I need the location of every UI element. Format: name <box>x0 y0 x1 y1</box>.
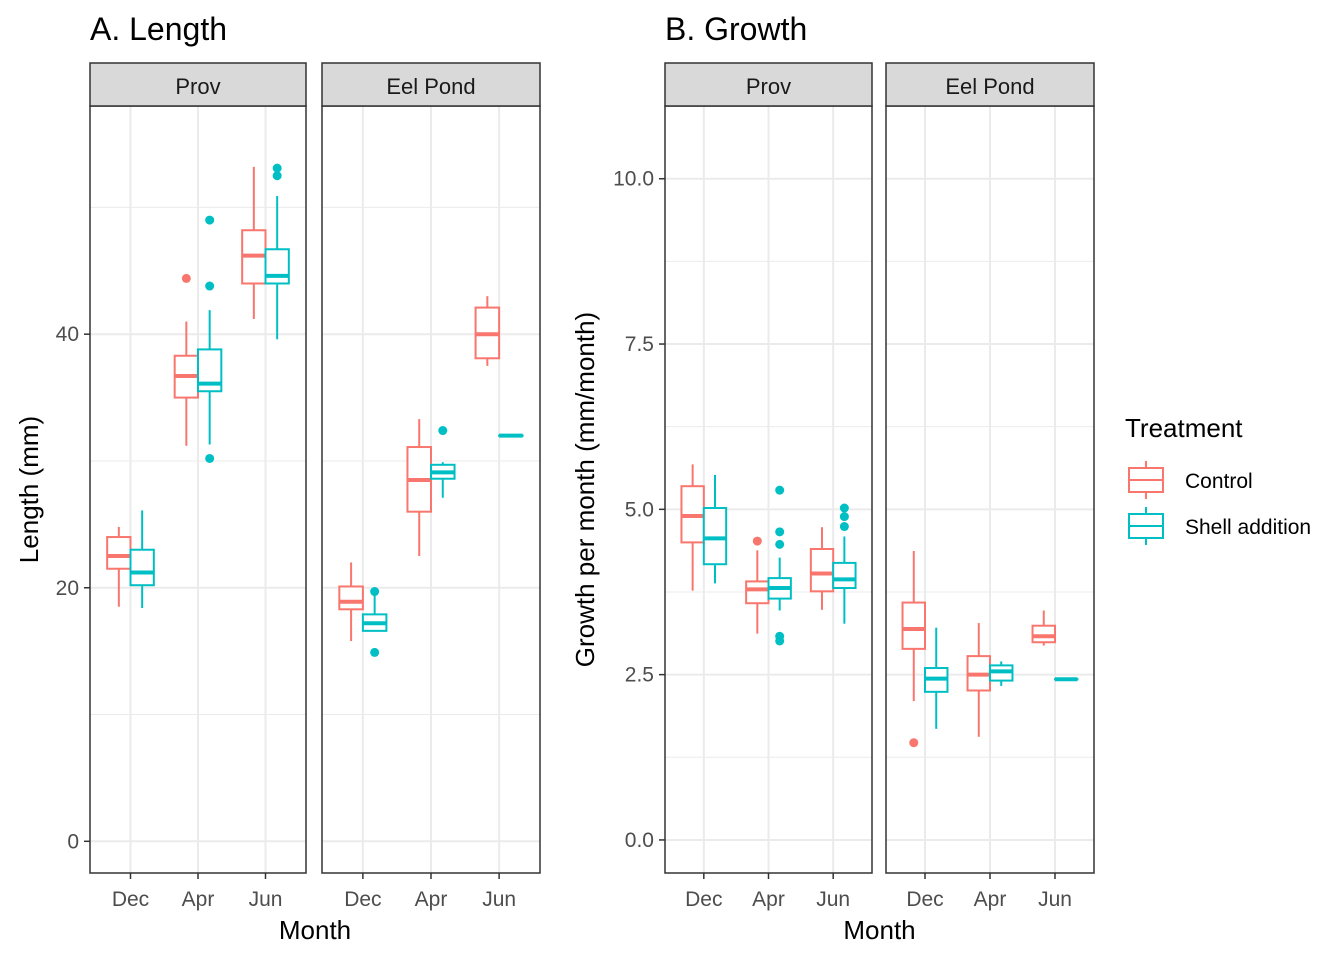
box-iqr <box>1033 626 1055 643</box>
x-tick-label: Dec <box>344 888 381 911</box>
x-axis-title: Month <box>843 915 915 945</box>
chart-title: B. Growth <box>665 11 807 47</box>
facet-label: Prov <box>175 74 220 99</box>
x-tick-label: Apr <box>415 888 448 911</box>
box-iqr <box>131 550 154 585</box>
box-iqr <box>704 508 726 564</box>
legend-key-control <box>1129 461 1163 499</box>
chart-title: A. Length <box>90 11 227 47</box>
y-axis-title: Length (mm) <box>14 416 44 563</box>
y-tick-label: 10.0 <box>613 168 654 191</box>
box-control-jun <box>476 296 500 366</box>
y-tick-label: 0 <box>67 830 79 853</box>
x-tick-label: Jun <box>482 888 516 911</box>
y-axis-title: Growth per month (mm/month) <box>570 312 600 667</box>
x-tick-label: Apr <box>182 888 215 911</box>
facet-label: Prov <box>746 74 791 99</box>
legend-key-shell <box>1129 507 1163 545</box>
box-iqr <box>746 581 768 603</box>
y-tick-label: 7.5 <box>625 333 654 356</box>
x-tick-label: Dec <box>906 888 943 911</box>
y-tick-label: 2.5 <box>625 664 654 687</box>
x-tick-label: Dec <box>112 888 149 911</box>
y-tick-label: 20 <box>56 577 79 600</box>
outlier-point <box>205 216 214 225</box>
legend-title: Treatment <box>1125 413 1243 443</box>
x-axis-title: Month <box>279 915 351 945</box>
outlier-point <box>370 648 379 657</box>
panel-prov: Prov Dec Apr Jun <box>665 63 872 911</box>
panel-eel-pond: Eel Pond Dec Apr Jun <box>886 63 1094 911</box>
box-iqr <box>266 249 289 283</box>
x-tick-label: Dec <box>685 888 722 911</box>
outlier-point <box>840 512 849 521</box>
outlier-point <box>775 540 784 549</box>
legend: Treatment Control Shell addition <box>1125 413 1311 545</box>
box-iqr <box>833 563 855 588</box>
box-iqr <box>903 603 925 649</box>
outlier-point <box>205 282 214 291</box>
y-tick-label: 0.0 <box>625 829 654 852</box>
outlier-point <box>840 522 849 531</box>
outlier-point <box>182 274 191 283</box>
outlier-point <box>273 164 282 173</box>
outlier-point <box>205 454 214 463</box>
x-tick-label: Jun <box>816 888 850 911</box>
x-tick-label: Jun <box>1038 888 1072 911</box>
facet-label: Eel Pond <box>386 74 475 99</box>
outlier-point <box>775 486 784 495</box>
outlier-point <box>753 537 762 546</box>
outlier-point <box>438 426 447 435</box>
panel-eel-pond: Eel Pond Dec Apr Jun <box>322 63 540 911</box>
x-tick-label: Apr <box>974 888 1007 911</box>
x-tick-label: Apr <box>752 888 785 911</box>
outlier-point <box>840 504 849 513</box>
facet-label: Eel Pond <box>945 74 1034 99</box>
outlier-point <box>909 738 918 747</box>
outlier-point <box>370 587 379 596</box>
box-iqr <box>339 586 363 609</box>
legend-label: Shell addition <box>1185 516 1311 539</box>
outlier-point <box>775 632 784 641</box>
y-tick-label: 5.0 <box>625 498 654 521</box>
x-tick-label: Jun <box>249 888 283 911</box>
outlier-point <box>775 527 784 536</box>
box-iqr <box>811 549 833 591</box>
panel-prov: Prov Dec Apr Jun <box>90 63 306 911</box>
legend-label: Control <box>1185 470 1253 493</box>
y-tick-label: 40 <box>56 323 79 346</box>
box-iqr <box>107 537 130 569</box>
